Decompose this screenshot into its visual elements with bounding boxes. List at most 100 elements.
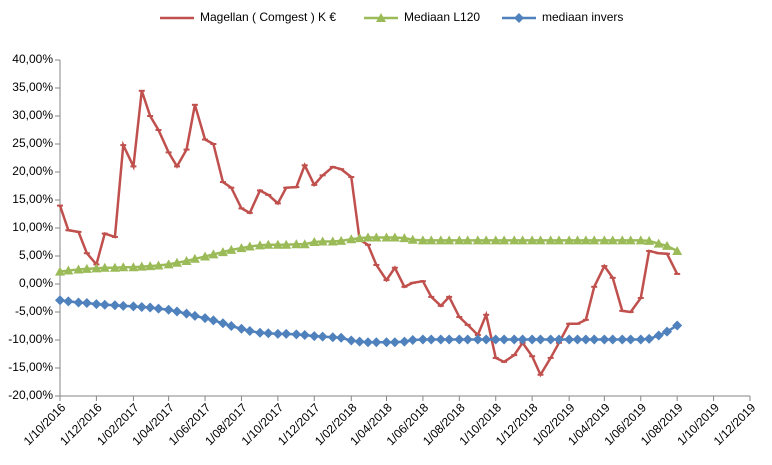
marker [426,235,437,245]
marker [354,336,365,347]
marker [281,328,292,339]
marker [171,306,182,317]
marker [399,336,410,347]
marker [109,300,120,311]
marker [153,303,164,314]
marker [462,235,473,245]
marker [145,261,156,271]
marker [444,235,455,245]
marker [99,299,110,310]
marker [399,233,410,243]
marker [407,335,418,345]
marker [217,247,228,257]
marker [226,321,237,331]
marker [553,235,564,245]
marker [617,235,628,245]
marker [517,334,528,345]
y-tick-label: 5,00% [19,248,53,262]
marker [517,235,528,245]
marker [362,337,373,348]
marker [354,233,365,243]
marker [63,296,74,307]
legend-label: Magellan ( Comgest ) K € [200,10,336,24]
y-tick-label: 0,00% [19,276,53,290]
marker [309,237,320,246]
marker [644,333,655,344]
marker [635,235,646,245]
marker [490,235,501,245]
marker [545,235,556,245]
marker [236,323,247,334]
marker [454,235,465,245]
marker [91,299,102,310]
marker [327,332,338,343]
marker [128,262,139,272]
marker [189,253,200,263]
marker [389,337,400,348]
marker [272,239,283,249]
marker [607,334,618,345]
marker [254,327,265,338]
marker [181,308,192,319]
marker [589,334,600,345]
marker [136,301,147,312]
marker [145,302,156,313]
marker [672,320,683,331]
marker [171,257,182,267]
marker [244,241,255,251]
marker [662,240,673,250]
marker [580,334,591,345]
marker [572,334,583,345]
marker [490,334,501,345]
y-tick-label: 15,00% [12,192,53,206]
marker [481,334,492,345]
marker [362,232,373,242]
marker [81,298,92,309]
marker [346,234,357,244]
marker [376,13,386,22]
y-tick-label: 25,00% [12,136,53,150]
marker [226,244,237,254]
marker [136,261,147,271]
marker [371,337,382,348]
marker [99,262,110,272]
marker [327,236,338,246]
marker [336,235,347,245]
marker [672,245,683,255]
marker [535,334,546,345]
marker [625,334,636,345]
marker [509,334,520,345]
marker [81,263,92,273]
y-tick-label: -10,00% [8,332,53,346]
marker [163,259,174,269]
marker [317,331,328,342]
marker [208,315,219,326]
marker [514,13,524,23]
marker [91,263,102,273]
marker [527,334,538,345]
legend-label: mediaan invers [542,10,623,24]
marker [417,334,428,345]
marker [381,337,392,348]
marker [109,262,120,272]
marker [299,239,310,249]
marker [200,251,211,261]
marker [254,240,265,250]
marker [417,235,428,245]
marker [472,334,483,345]
marker [545,334,556,345]
marker [509,235,520,245]
marker [653,330,664,341]
marker [435,235,446,245]
marker [281,239,292,249]
marker [499,334,510,345]
marker [346,335,357,346]
y-tick-label: -5,00% [15,304,53,318]
marker [653,238,664,248]
legend-label: Mediaan L120 [404,10,480,24]
marker [599,334,610,345]
series-line [58,90,679,378]
marker [128,301,139,312]
marker [73,297,84,308]
marker [635,334,646,345]
